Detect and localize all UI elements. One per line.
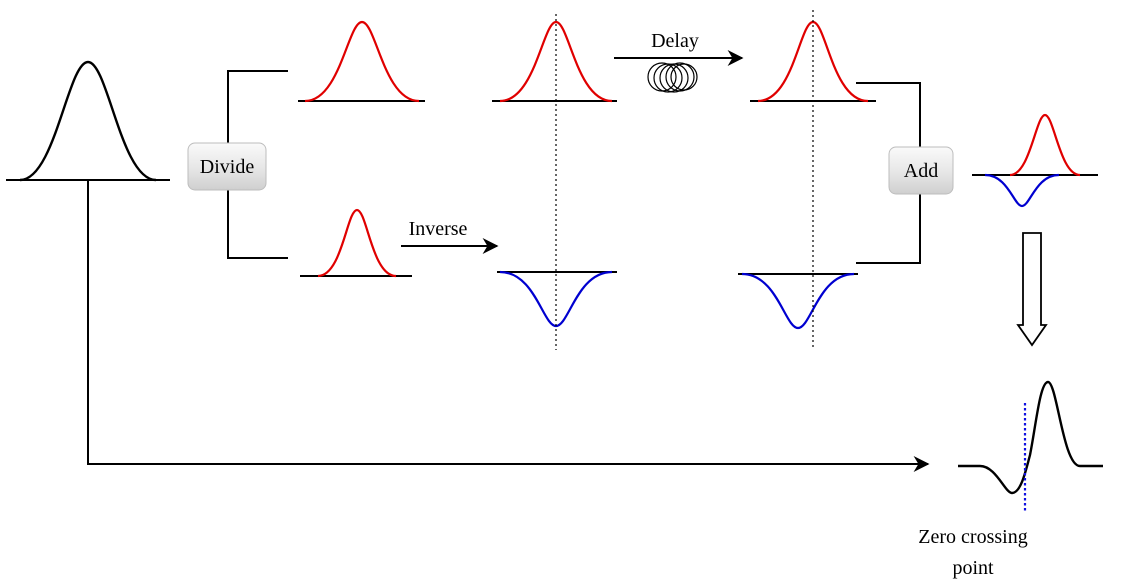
- summed-components: [972, 113, 1098, 208]
- upper-pulse-2: [492, 20, 617, 103]
- hollow-down-arrow-icon: [1016, 232, 1048, 347]
- inverted-pulse: [497, 270, 617, 328]
- output-pulse: [958, 380, 1103, 495]
- bypass-line: [87, 180, 930, 472]
- input-pulse: [6, 60, 170, 182]
- zero-crossing-label-line1: Zero crossing: [918, 526, 1027, 548]
- divide-label: Divide: [200, 156, 255, 178]
- upper-pulse-1: [298, 20, 425, 103]
- fiber-coil-icon: [647, 62, 698, 93]
- inverse-label: Inverse: [409, 218, 468, 240]
- zero-crossing-label-line2: point: [952, 557, 994, 579]
- delay-label: Delay: [651, 30, 699, 52]
- inverted-pulse-aligned: [738, 272, 858, 330]
- inverse-edge: Inverse: [401, 218, 499, 254]
- add-box: Add: [888, 146, 954, 195]
- add-label: Add: [904, 160, 938, 182]
- lower-pulse: [300, 208, 412, 278]
- delay-edge: Delay: [614, 30, 744, 66]
- input-pulse-curve: [19, 60, 157, 182]
- divide-box: Divide: [187, 142, 267, 191]
